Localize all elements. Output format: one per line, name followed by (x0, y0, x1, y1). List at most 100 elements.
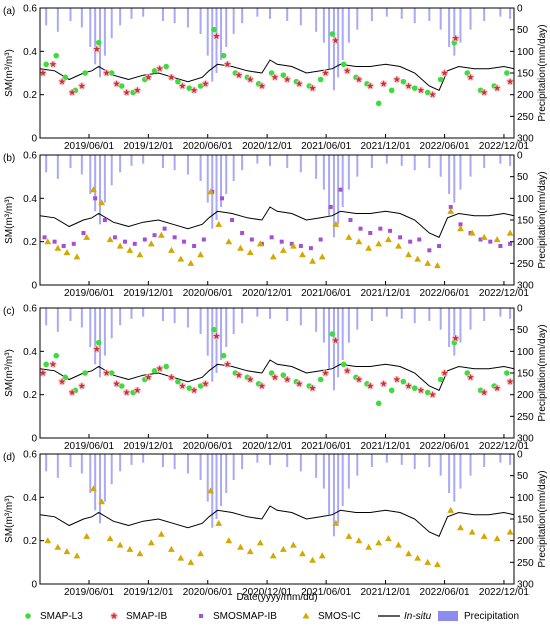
smosmap-ib-point-9 (132, 241, 137, 246)
smos-ic-point-24 (279, 545, 287, 552)
precipitation-bar-6 (99, 155, 102, 225)
smosmap-ib-point-2 (61, 244, 66, 248)
smos-ic-point-20 (237, 244, 244, 251)
smos-ic-point-28 (318, 552, 326, 559)
smos-ic-point-10 (136, 550, 144, 557)
precipitation-bar-43 (459, 308, 462, 343)
precipitation-bar-26 (299, 308, 302, 326)
precipitation-bar-38 (413, 155, 416, 171)
precipitation-bar-5 (94, 308, 97, 365)
precipitation-bar-8 (110, 8, 113, 39)
legend-item-smap-ib: SMAP-IB (110, 611, 167, 622)
x-tick-label-1: 2019/12/01 (123, 441, 173, 452)
precipitation-bar-35 (370, 308, 373, 321)
precipitation-bar-47 (509, 8, 512, 19)
precipitation-bar-46 (499, 308, 502, 317)
y-right-tick-label-2: 100 (517, 347, 534, 358)
smap-ib-series (39, 32, 514, 99)
smosmap-ib-point-29 (328, 205, 333, 209)
smos-ic-point-12 (157, 530, 165, 537)
smosmap-ib-point-36 (398, 235, 403, 240)
precipitation-bar-45 (483, 454, 486, 467)
precipitation-bar-33 (347, 454, 350, 489)
panel-label: (c) (3, 306, 15, 317)
precipitation-bar-12 (161, 454, 164, 467)
y-left-tick-label-2: 0.4 (23, 347, 37, 358)
precipitation-bar-32 (341, 8, 344, 60)
smos-ic-point-24 (279, 246, 287, 253)
smosmap-ib-point-39 (427, 248, 432, 253)
precipitation-bar-24 (269, 8, 272, 19)
y-right-tick-label-4: 200 (517, 90, 534, 101)
smos-ic-point-25 (289, 541, 297, 548)
precipitation-bar-29 (328, 454, 331, 515)
precipitation-bar-24 (269, 155, 272, 166)
precipitation-bars (45, 155, 512, 238)
smosmap-ib-point-27 (308, 246, 313, 251)
x-tick-label-6: 2022/06/01 (420, 587, 470, 598)
x-tick-label-4: 2021/06/01 (301, 441, 351, 452)
precipitation-bar-10 (130, 155, 133, 166)
smos-ic-point-22 (256, 240, 264, 247)
x-tick-label-0: 2019/06/01 (64, 141, 114, 152)
panel-label: (d) (3, 452, 15, 463)
y-right-tick-label-5: 250 (517, 112, 534, 123)
smap-l3-point-1 (53, 52, 60, 59)
precipitation-bar-2 (69, 454, 72, 467)
precipitation-bar-30 (332, 454, 335, 537)
smosmap-ib-point-28 (318, 237, 323, 242)
smap-l3-point-15 (211, 326, 217, 333)
legend-label: SMOS-IC (318, 611, 361, 622)
smosmap-ib-point-0 (42, 235, 47, 240)
smap-l3-point-30 (388, 387, 395, 394)
smosmap-ib-point-44 (478, 237, 483, 242)
precipitation-bar-36 (385, 155, 388, 164)
smos-ic-point-26 (299, 550, 306, 557)
y-right-tick-label-4: 200 (517, 536, 534, 547)
smos-ic-point-37 (414, 255, 422, 262)
precipitation-bar-37 (400, 454, 403, 465)
precipitation-bar-32 (341, 308, 344, 360)
precipitation-bar-21 (232, 308, 235, 334)
smos-ic-point-7 (106, 535, 114, 542)
precipitation-bar-14 (186, 8, 189, 28)
smos-ic-point-31 (355, 537, 363, 544)
precipitation-bar-29 (328, 155, 331, 216)
legend-label: Precipitation (464, 611, 519, 622)
precipitation-bar-29 (328, 308, 331, 369)
precipitation-bar-36 (385, 308, 388, 317)
precipitation-bar-11 (142, 454, 145, 463)
precipitation-bar-40 (439, 454, 442, 476)
precipitation-bar-31 (337, 155, 340, 225)
precipitation-bar-15 (199, 155, 202, 181)
precipitation-bar-26 (299, 454, 302, 472)
smosmap-ib-point-40 (437, 244, 442, 248)
precipitation-bar-39 (428, 308, 431, 321)
smos-ic-point-9 (126, 545, 134, 552)
y-right-tick-label-4: 200 (517, 390, 534, 401)
smos-ic-point-42 (468, 229, 476, 236)
panel-a: 0 0.2 0.4 0.6 0 50 100 150 200 250 300 2019/06/01 20… (3, 4, 548, 153)
smap-l3-point-10 (151, 368, 158, 374)
precipitation-bar-7 (103, 155, 106, 203)
x-tick-label-5: 2021/12/01 (360, 141, 410, 152)
precipitation-bar-17 (211, 8, 214, 82)
precipitation-bar-44 (469, 308, 472, 330)
smos-ic-point-45 (506, 229, 514, 236)
legend-label: SMOSMAP-IB (213, 611, 277, 622)
precipitation-bar-28 (322, 308, 325, 343)
x-tick-label-6: 2022/06/01 (420, 441, 470, 452)
smap-l3-point-15 (211, 26, 217, 33)
smos-ic-point-45 (506, 528, 514, 535)
smap-l3-point-12 (175, 78, 181, 85)
precipitation-bar-0 (45, 155, 48, 173)
y-left-tick-label-0: 0 (31, 134, 37, 145)
smap-l3-point-0 (43, 361, 49, 368)
precipitation-bar-10 (130, 308, 133, 319)
smos-ic-point-43 (480, 532, 488, 539)
precipitation-bar-19 (220, 155, 223, 207)
smosmap-ib-point-37 (408, 239, 413, 244)
smos-ic-point-18 (215, 519, 223, 526)
smos-ic-point-17 (207, 188, 215, 195)
precipitation-bar-15 (199, 454, 202, 480)
